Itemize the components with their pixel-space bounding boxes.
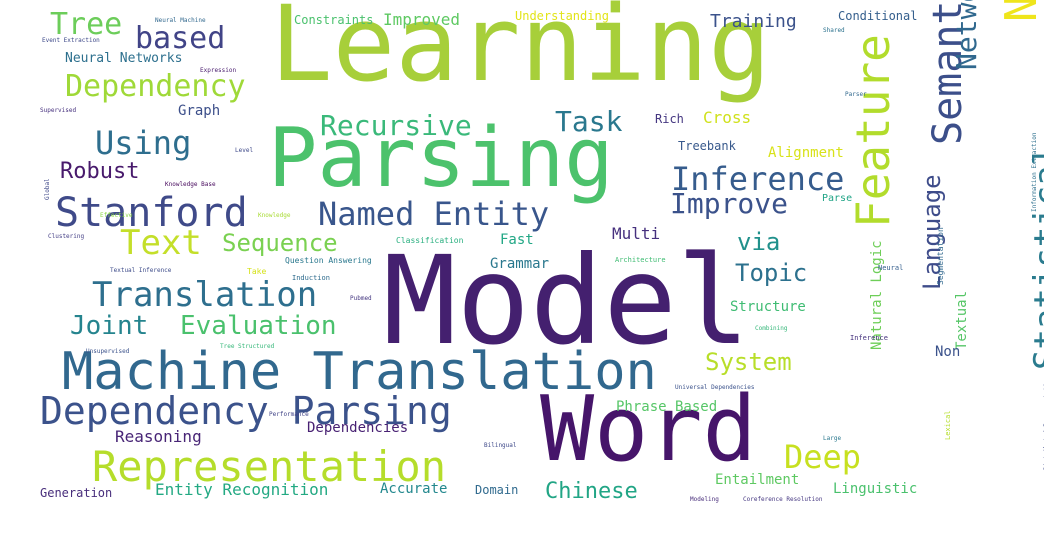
cloud-word: Deep	[784, 438, 862, 476]
cloud-word: Structure	[730, 299, 806, 315]
cloud-word: Inference	[850, 334, 888, 342]
cloud-word: Shared	[823, 27, 845, 34]
cloud-word: Dependency	[65, 69, 246, 104]
cloud-word: Phrase Based	[616, 399, 718, 415]
cloud-word: Universal Dependencies	[675, 384, 755, 391]
cloud-word: via	[737, 228, 781, 256]
cloud-word: Named Entity	[318, 195, 550, 233]
cloud-word: Topic	[735, 259, 808, 287]
cloud-word: Understanding	[515, 9, 609, 23]
cloud-word: Classification	[396, 236, 464, 245]
cloud-word: Tree	[50, 7, 123, 42]
cloud-word: Segmentation	[936, 227, 945, 285]
cloud-word: Textual Inference	[110, 267, 172, 274]
cloud-word: Model	[383, 230, 751, 372]
cloud-word: Expression	[200, 67, 237, 74]
cloud-word: Robust	[60, 159, 140, 184]
cloud-word: Machine Translation	[62, 342, 657, 402]
cloud-word: Take	[247, 267, 267, 276]
cloud-word: Treebank	[678, 139, 736, 153]
cloud-word: Natural Language	[996, 0, 1044, 22]
cloud-word: Grammar	[490, 256, 550, 272]
cloud-word: Global	[44, 178, 51, 200]
cloud-word: Using	[95, 124, 192, 162]
cloud-word: Entity Recognition	[155, 480, 329, 499]
cloud-word: Non	[935, 344, 961, 360]
cloud-word: Event Extraction	[42, 37, 100, 44]
cloud-word: Text	[120, 223, 202, 263]
cloud-word: Task	[555, 105, 623, 138]
cloud-word: Architecture	[615, 256, 666, 264]
cloud-word: Performance	[269, 411, 309, 418]
cloud-word: Parser	[845, 91, 867, 98]
cloud-word: Cross	[703, 108, 752, 127]
cloud-word: Parse	[822, 193, 853, 204]
cloud-word: Effective	[100, 212, 133, 219]
cloud-word: Entailment	[715, 472, 800, 488]
cloud-word: Level	[235, 147, 254, 154]
cloud-word: Knowledge	[258, 212, 291, 219]
cloud-word: Unsupervised	[86, 348, 130, 355]
cloud-word: Lexical	[944, 410, 952, 440]
cloud-word: Improved	[383, 10, 461, 29]
cloud-word: Generation	[40, 486, 113, 500]
cloud-word: Stanford	[55, 190, 248, 236]
cloud-word: Parsing	[268, 111, 614, 206]
cloud-word: Recursive	[320, 109, 472, 142]
cloud-word: Improve	[670, 187, 789, 220]
cloud-word: Modeling	[690, 496, 719, 503]
cloud-word: Constraints	[294, 13, 374, 27]
cloud-word: Textual	[954, 290, 970, 350]
cloud-word: Induction	[292, 274, 330, 282]
cloud-word: Information Extraction	[1031, 132, 1038, 212]
cloud-word: Clustering	[48, 233, 85, 240]
cloud-word: Question Answering	[285, 256, 372, 265]
cloud-word: Graph	[178, 103, 221, 119]
cloud-word: Bilingual	[484, 442, 517, 449]
cloud-word: Neural Machine	[155, 17, 206, 24]
cloud-word: Reasoning	[115, 427, 202, 446]
cloud-word: Neural	[878, 264, 904, 272]
cloud-word: Dependencies	[307, 420, 409, 436]
cloud-word: Alignment	[768, 145, 844, 161]
cloud-word: Network	[950, 0, 983, 70]
cloud-word: Combining	[755, 325, 788, 332]
cloud-word: Pubmed	[350, 295, 372, 302]
cloud-word: Multi	[612, 224, 661, 243]
cloud-word: Learning	[270, 0, 771, 105]
cloud-word: Word	[540, 377, 757, 482]
cloud-word: Inference	[671, 160, 845, 198]
cloud-word: based	[135, 21, 226, 56]
cloud-word: Accurate	[380, 481, 448, 497]
cloud-word: Translation	[92, 275, 318, 315]
cloud-word: Neural Networks	[65, 51, 183, 66]
cloud-word: System	[705, 348, 792, 376]
cloud-word: Supervised	[40, 107, 77, 114]
cloud-word: Representation	[92, 442, 447, 491]
cloud-word: Domain	[475, 483, 519, 497]
cloud-word: Evaluation	[180, 311, 337, 341]
cloud-word: Tree Structured	[220, 343, 275, 350]
cloud-word: Dependency Parsing	[40, 389, 452, 433]
cloud-word: Knowledge Base	[165, 181, 216, 188]
cloud-word: Rich	[655, 112, 684, 126]
cloud-word: Joint	[70, 311, 149, 341]
cloud-word: Fast	[500, 232, 534, 248]
cloud-word: Large	[823, 435, 842, 442]
cloud-word: Feature	[846, 34, 900, 228]
cloud-word: Conditional	[838, 9, 918, 23]
cloud-word: Sequence	[222, 229, 338, 257]
cloud-word: Coreference Resolution	[743, 496, 823, 503]
cloud-word: Linguistic	[833, 481, 918, 497]
cloud-word: Chinese	[545, 479, 638, 504]
cloud-word: Training	[710, 11, 797, 32]
